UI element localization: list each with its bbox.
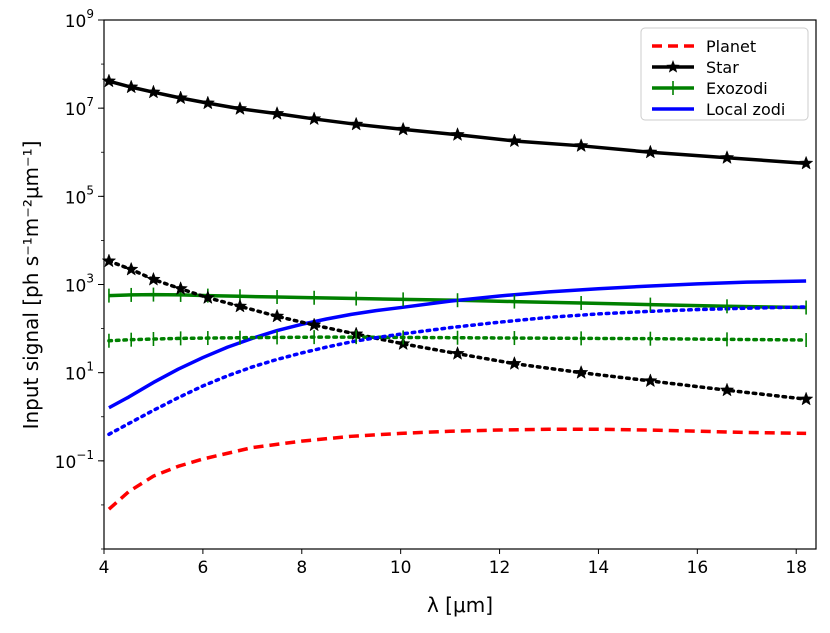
- series-line-star: [108, 79, 807, 166]
- legend: Planet Star Exozodi Local zodi: [640, 27, 809, 121]
- star-marker: [719, 382, 735, 397]
- legend-label-star: Star: [706, 58, 739, 77]
- star-marker: [643, 144, 658, 159]
- series-line-star-dotted: [107, 259, 808, 401]
- series-line-planet: [107, 427, 807, 511]
- y-tick-exponent: 9: [86, 7, 94, 21]
- star-marker: [395, 121, 411, 136]
- y-tick-exponent: 3: [86, 272, 94, 286]
- x-axis: 4 6 8 10 12 14 16 18: [99, 549, 807, 578]
- legend-star-marker: [666, 60, 680, 73]
- y-tick-base: 10: [55, 453, 77, 473]
- y-tick-label: 105: [65, 183, 94, 208]
- star-marker: [146, 84, 161, 99]
- y-tick-label: 101: [65, 360, 94, 385]
- legend-label-exozodi: Exozodi: [706, 79, 768, 98]
- x-tick-label: 18: [785, 558, 807, 578]
- star-marker: [173, 281, 188, 296]
- legend-label-planet: Planet: [706, 37, 756, 56]
- star-marker: [643, 373, 658, 388]
- series-line-local-zodi-dotted: [107, 305, 808, 437]
- y-tick-base: 10: [65, 188, 87, 208]
- star-marker: [798, 391, 814, 406]
- star-marker: [232, 298, 248, 313]
- y-tick-exponent: 7: [86, 95, 94, 109]
- x-tick-label: 14: [588, 558, 610, 578]
- x-tick-label: 16: [687, 558, 709, 578]
- star-marker: [146, 271, 161, 286]
- x-tick-label: 4: [99, 558, 110, 578]
- y-tick-exponent: 1: [86, 360, 94, 374]
- series-layer: [107, 79, 808, 511]
- star-marker: [719, 150, 735, 164]
- y-tick-base: 10: [65, 12, 87, 32]
- star-marker: [101, 253, 117, 268]
- y-tick-base: 10: [65, 100, 87, 120]
- y-axis-label: Input signal [ph s⁻¹m⁻²μm⁻¹]: [19, 141, 43, 430]
- y-tick-exponent: 5: [86, 183, 94, 197]
- y-tick-label: 103: [65, 272, 94, 297]
- y-tick-base: 10: [65, 277, 87, 297]
- star-marker: [798, 155, 814, 170]
- y-tick-exponent: −1: [76, 448, 94, 462]
- x-tick-label: 12: [489, 558, 511, 578]
- star-marker: [348, 116, 364, 131]
- star-marker: [507, 355, 522, 370]
- x-tick-label: 10: [390, 558, 412, 578]
- star-marker: [101, 73, 117, 88]
- star-marker: [200, 95, 216, 110]
- star-marker: [573, 138, 589, 153]
- star-marker: [232, 101, 248, 115]
- legend-box: [640, 27, 809, 121]
- series-line-local-zodi: [108, 279, 807, 410]
- y-tick-label: 10−1: [55, 448, 94, 473]
- x-tick-label: 6: [197, 558, 208, 578]
- star-marker: [450, 345, 465, 360]
- star-marker: [173, 90, 188, 105]
- y-tick-base: 10: [65, 365, 87, 385]
- star-marker: [269, 308, 285, 323]
- x-tick-label: 8: [296, 558, 307, 578]
- star-marker: [306, 111, 322, 126]
- y-tick-label: 107: [65, 95, 94, 120]
- legend-label-local-zodi: Local zodi: [706, 100, 785, 119]
- star-marker: [200, 290, 216, 305]
- star-marker: [123, 79, 139, 94]
- star-marker: [269, 105, 285, 120]
- series-line-exozodi-dotted: [107, 335, 808, 343]
- x-axis-label: λ [μm]: [427, 593, 493, 617]
- star-marker: [306, 317, 322, 332]
- star-marker: [507, 133, 522, 148]
- star-marker: [123, 261, 139, 276]
- marker-layer: [101, 73, 814, 406]
- series-line-exozodi: [108, 292, 807, 310]
- y-tick-label: 109: [65, 7, 94, 32]
- star-marker: [573, 364, 589, 379]
- star-marker: [450, 126, 465, 141]
